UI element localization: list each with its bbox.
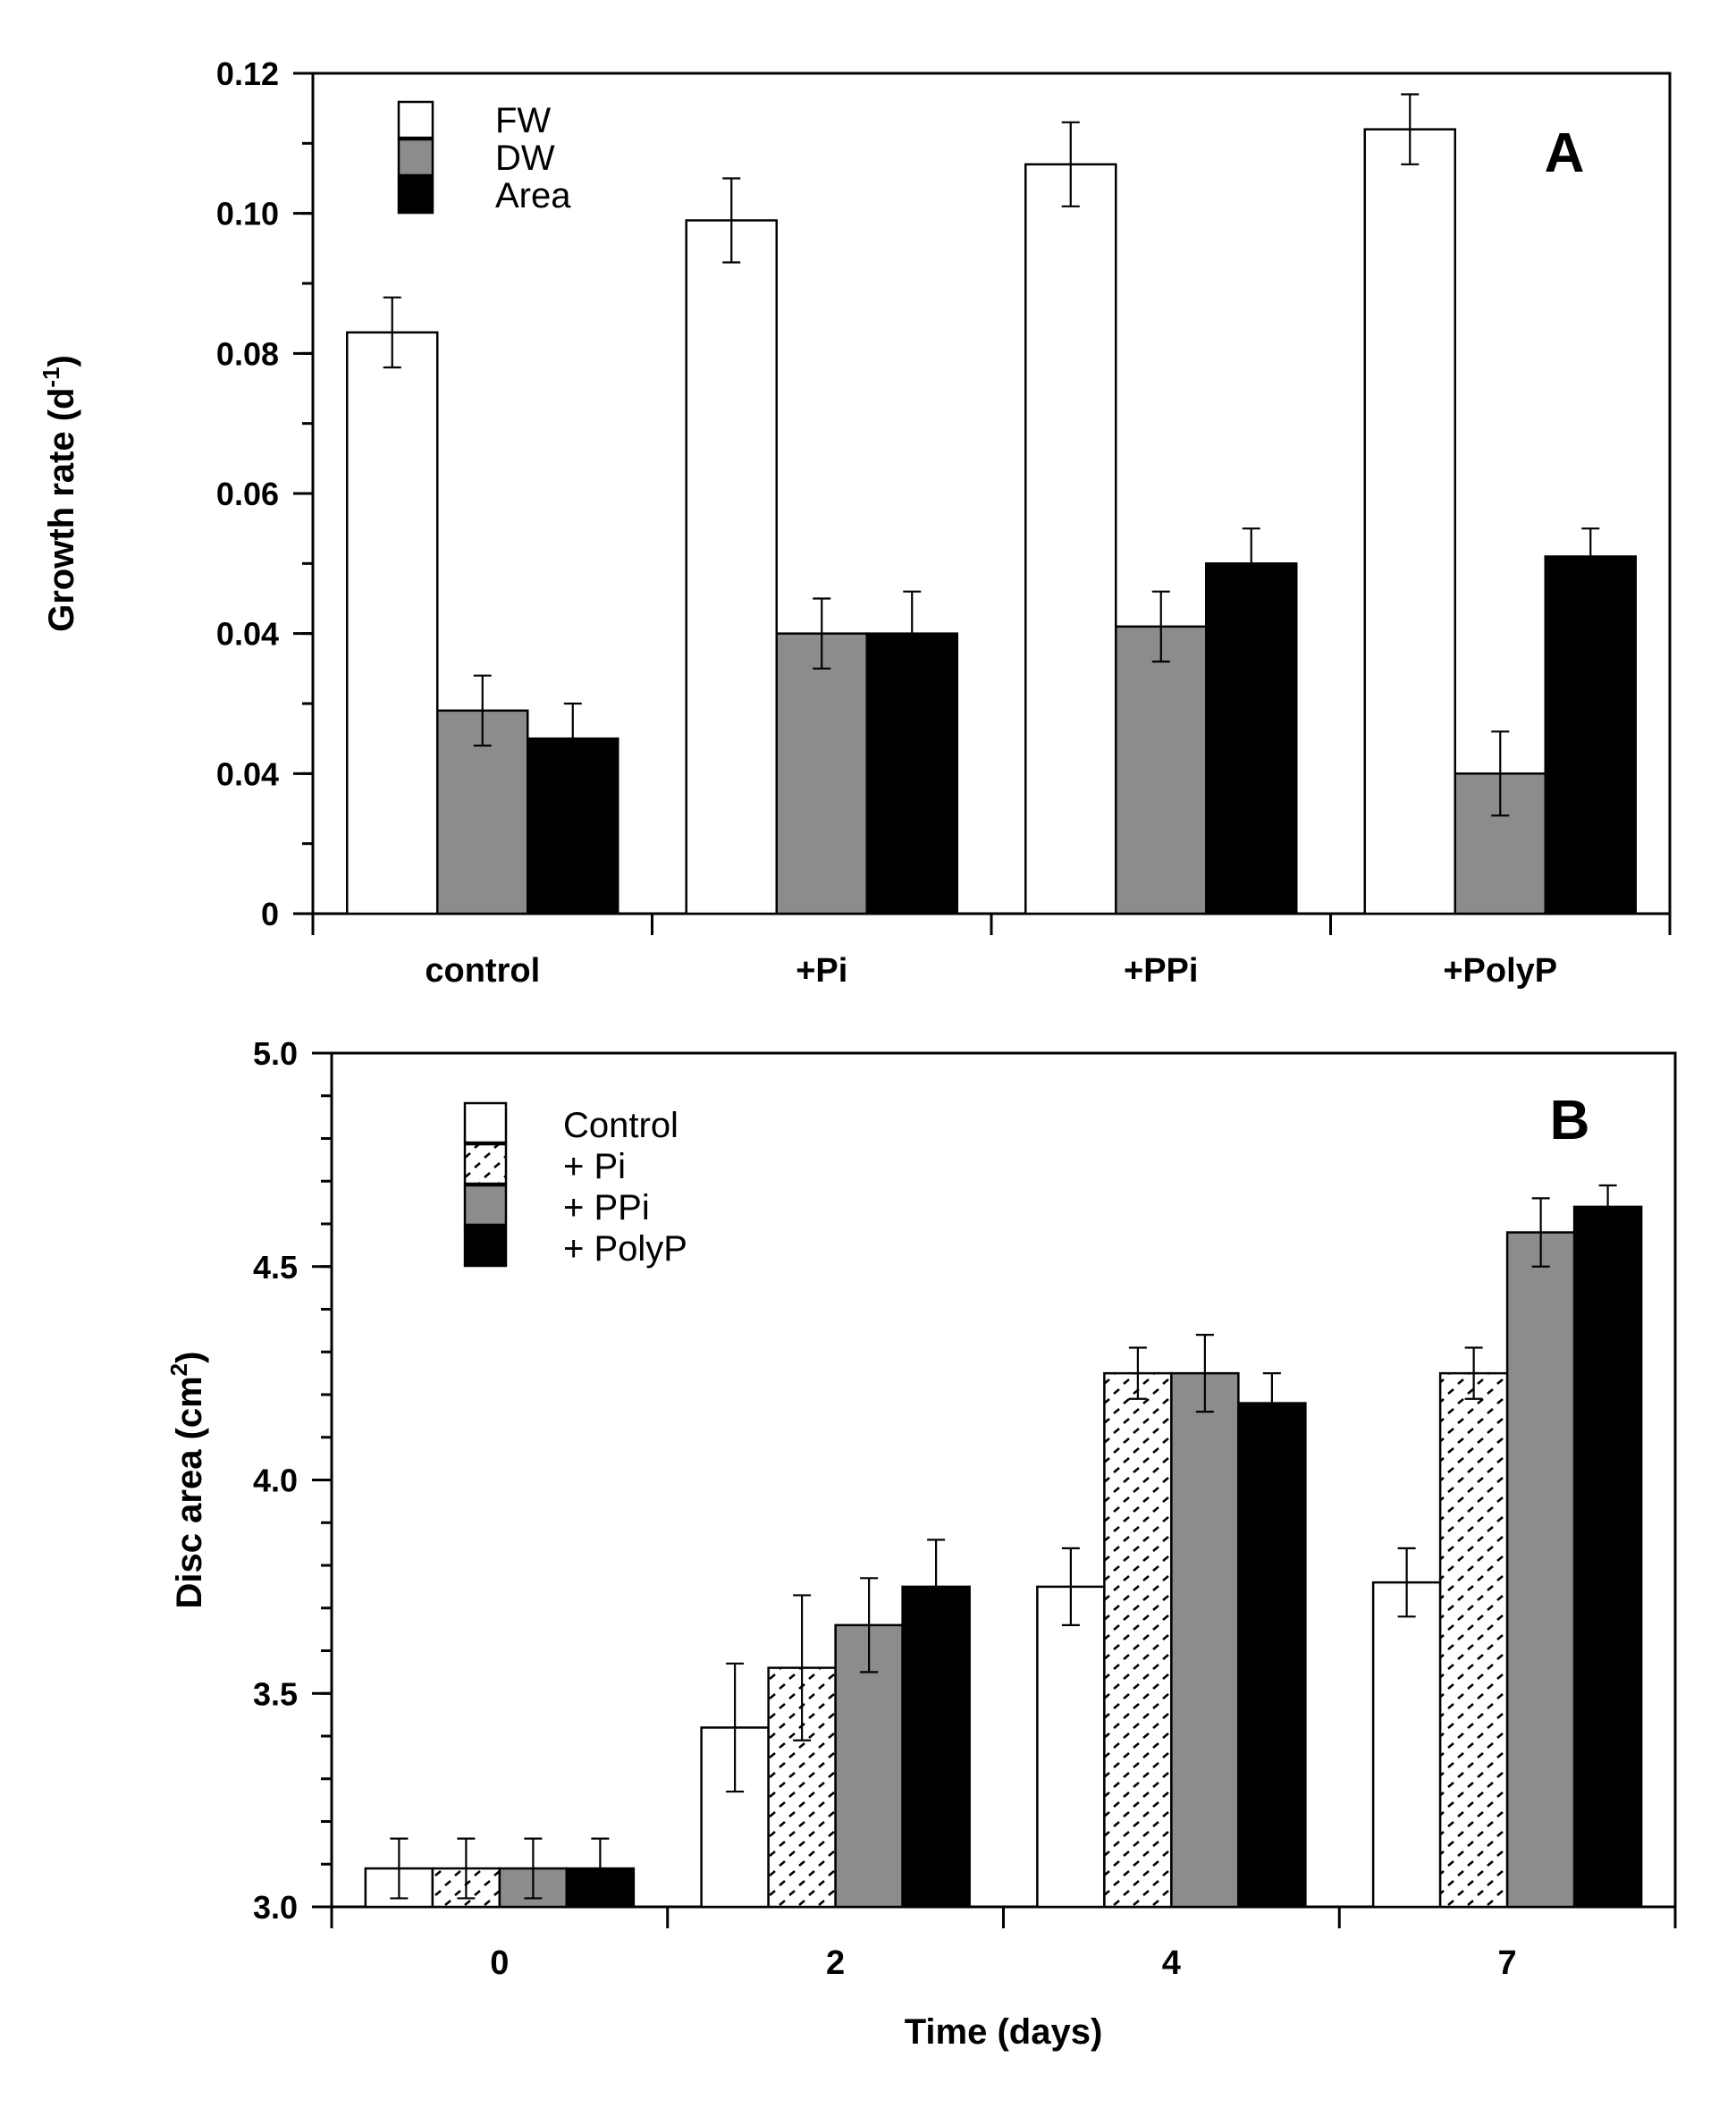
chart0-bar-fw-3	[1363, 128, 1456, 915]
chart0-y-tick-label: 0.08	[216, 335, 279, 372]
chart1-x-category-label: 4	[1162, 1944, 1181, 1982]
chart1-legend-swatch-3	[463, 1225, 508, 1268]
chart1-bar-polyp-3	[1572, 1205, 1643, 1909]
chart1-bar-polyp-1	[901, 1585, 971, 1909]
chart1-x-category-label: 0	[490, 1944, 509, 1982]
chart1-y-tick-label: 3.0	[253, 1889, 298, 1926]
chart0-y-axis-title: Growth rate (d-1)	[38, 355, 81, 632]
chart0-bar-fw-0	[346, 331, 439, 915]
chart1-panel-label: B	[1550, 1090, 1590, 1151]
chart0-y-tick-label: 0	[261, 896, 279, 932]
chart1-x-category-label: 7	[1498, 1944, 1517, 1982]
chart0-x-category-label: control	[425, 952, 540, 990]
chart0-bar-dw-1	[775, 632, 868, 915]
chart1-x-axis-title: Time (days)	[905, 2012, 1103, 2052]
chart0-legend-swatch-1	[397, 138, 434, 177]
chart1-bar-ppi-3	[1505, 1231, 1576, 1909]
chart1-y-axis-title: Disc area (cm2)	[165, 1352, 209, 1609]
chart1-y-tick-label: 3.5	[253, 1675, 298, 1712]
chart1-y-tick-label: 4.5	[253, 1249, 298, 1286]
panel-a-chart: 0 0.04 0.04 0.06 0.08 0.10 0.12 control +Pi +PPi +…	[38, 55, 1672, 990]
chart0-bar-area-1	[865, 632, 958, 915]
chart1-bar-ppi-2	[1170, 1371, 1240, 1909]
chart0-x-category-label: +Pi	[796, 952, 847, 990]
chart1-bar-control-3	[1371, 1581, 1442, 1909]
chart1-x-category-label: 2	[826, 1944, 845, 1982]
chart0-x-category-label: +PPi	[1124, 952, 1198, 990]
chart0-panel-label: A	[1545, 122, 1585, 184]
chart0-x-category-label: +PolyP	[1443, 952, 1557, 990]
chart0-bar-dw-3	[1454, 772, 1546, 915]
chart1-bar-control-2	[1036, 1585, 1106, 1909]
chart0-bar-area-2	[1205, 562, 1298, 915]
chart1-y-tick-label: 5.0	[253, 1035, 298, 1072]
chart0-y-tick-label: 0.06	[216, 476, 279, 512]
chart1-bar-polyp-2	[1237, 1402, 1307, 1909]
chart0-bar-dw-2	[1115, 625, 1208, 915]
chart1-bar-pi-3	[1438, 1371, 1509, 1909]
chart0-bar-area-3	[1544, 555, 1637, 915]
chart0-legend-swatch-0	[397, 100, 434, 139]
chart0-bar-fw-2	[1024, 163, 1117, 915]
chart1-y-tick-label: 4.0	[253, 1463, 298, 1499]
chart1-legend-swatch-0	[463, 1101, 508, 1144]
chart1-legend-label-2: + PPi	[563, 1188, 650, 1227]
chart0-legend-label-1: DW	[495, 139, 555, 178]
chart1-legend-label-1: + Pi	[563, 1147, 626, 1186]
chart1-legend-label-3: + PolyP	[563, 1229, 687, 1269]
chart0-y-tick-label: 0.04	[216, 616, 279, 653]
chart1-bar-pi-2	[1103, 1371, 1173, 1909]
chart0-bar-fw-1	[685, 219, 778, 915]
chart0-legend-swatch-2	[397, 175, 434, 215]
chart1-legend-swatch-2	[463, 1184, 508, 1227]
chart0-y-tick-label: 0.04	[216, 755, 279, 792]
chart0-legend-label-0: FW	[495, 101, 551, 140]
chart1-legend-swatch-1	[463, 1143, 508, 1185]
chart0-y-tick-label: 0.12	[216, 55, 279, 92]
panel-b-chart: 3.0 3.5 4.0 4.5 5.0 0 2 4 7 Disc area (cm2) Time (…	[165, 1035, 1677, 2052]
chart0-legend-label-2: Area	[495, 176, 571, 215]
chart0-y-tick-label: 0.10	[216, 196, 279, 232]
chart1-legend-label-0: Control	[563, 1106, 678, 1145]
